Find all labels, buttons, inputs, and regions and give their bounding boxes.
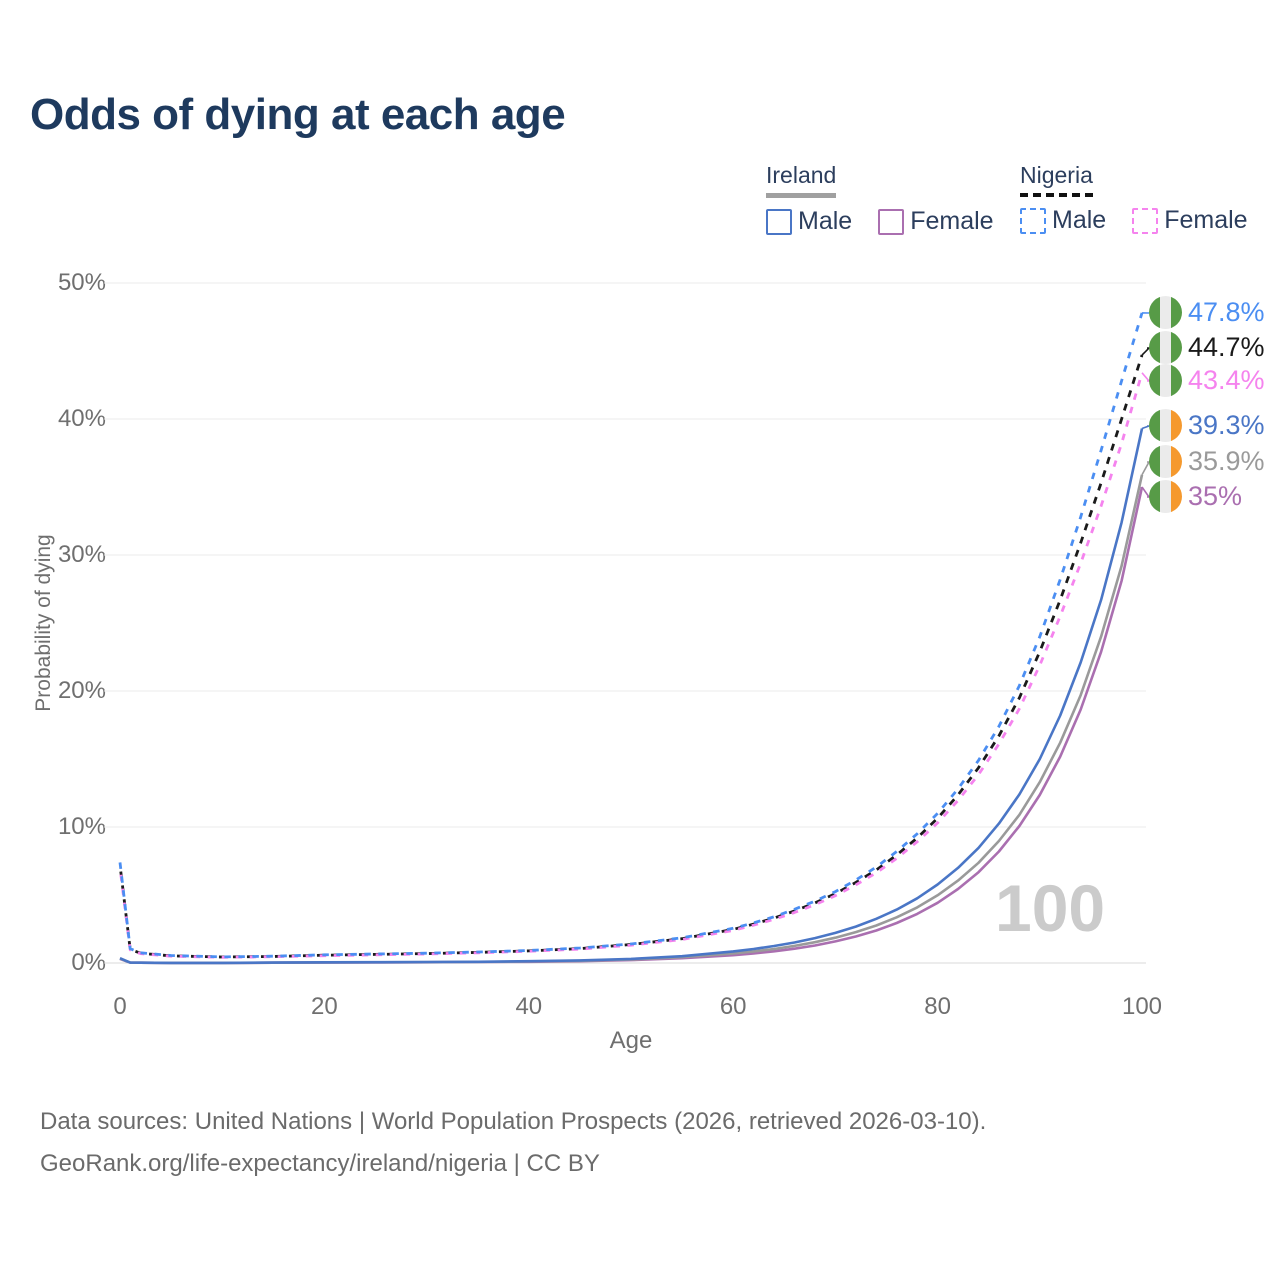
ireland-flag-icon [1149, 480, 1182, 513]
legend-country-ireland: Ireland [766, 162, 837, 198]
x-tick-40: 40 [515, 993, 543, 1020]
end-value: 39.3% [1188, 410, 1265, 440]
legend-items-ireland: Male Female [766, 207, 994, 236]
label-leader-line [1141, 486, 1151, 498]
y-tick-50: 50% [57, 269, 106, 296]
end-value: 47.8% [1188, 297, 1265, 327]
x-tick-100: 100 [1121, 993, 1163, 1020]
legend-group-nigeria: Nigeria Male Female [1020, 162, 1248, 235]
series-line-ireland-female [119, 486, 1144, 965]
legend-item-nigeria-male[interactable]: Male [1020, 206, 1106, 235]
end-label-nigeria-male: 47.8% [1149, 296, 1265, 329]
ireland-flag-icon [1149, 445, 1182, 478]
end-value: 44.7% [1188, 332, 1265, 362]
legend-label: Female [1164, 206, 1248, 234]
y-tick-0: 0% [71, 949, 106, 976]
data-sources-note: Data sources: United Nations | World Pop… [40, 1108, 987, 1135]
y-tick-20: 20% [57, 677, 106, 704]
page-title: Odds of dying at each age [30, 90, 566, 139]
legend-label: Male [798, 207, 853, 235]
x-axis-title: Age [609, 1027, 653, 1054]
legend-items-nigeria: Male Female [1020, 206, 1248, 235]
legend-country-nigeria: Nigeria [1020, 162, 1093, 197]
legend-group-ireland: Ireland Male Female [766, 162, 994, 236]
end-value: 35.9% [1188, 446, 1265, 476]
x-tick-20: 20 [311, 993, 338, 1020]
end-label-ireland-both-sexes: 35.9% [1149, 445, 1265, 478]
legend-label: Female [910, 207, 994, 235]
end-value: 35% [1188, 481, 1243, 511]
attribution-note: GeoRank.org/life-expectancy/ireland/nige… [40, 1150, 600, 1177]
series-line-ireland-male [119, 428, 1144, 965]
legend-label: Male [1052, 206, 1107, 234]
nigeria-flag-icon [1149, 364, 1182, 397]
series-line-ireland-both-sexes [119, 474, 1144, 965]
ireland-female-swatch-icon[interactable] [878, 208, 905, 235]
ireland-flag-icon [1149, 409, 1182, 442]
x-tick-60: 60 [719, 993, 747, 1020]
nigeria-flag-icon [1149, 296, 1182, 329]
y-tick-10: 10% [57, 813, 106, 840]
series-line-nigeria-both-sexes [118, 354, 1144, 959]
end-label-nigeria-female: 43.4% [1149, 364, 1265, 397]
y-tick-40: 40% [57, 405, 106, 432]
end-label-nigeria-both-sexes: 44.7% [1149, 331, 1265, 364]
ireland-male-swatch-icon[interactable] [766, 208, 792, 235]
y-tick-30: 30% [57, 541, 106, 568]
x-tick-80: 80 [924, 993, 951, 1020]
legend-item-ireland-male[interactable]: Male [766, 207, 852, 236]
end-label-ireland-female: 35% [1149, 480, 1242, 513]
series-line-nigeria-female [118, 372, 1144, 959]
x-tick-0: 0 [113, 993, 127, 1020]
series-line-nigeria-male [118, 312, 1144, 959]
nigeria-male-swatch-icon[interactable] [1020, 207, 1046, 234]
label-leader-line [1141, 461, 1151, 476]
label-leader-line [1141, 347, 1151, 356]
age-hover-indicator: 100 [995, 871, 1106, 945]
legend-item-ireland-female[interactable]: Female [878, 207, 994, 236]
nigeria-female-swatch-icon[interactable] [1132, 207, 1159, 234]
nigeria-flag-icon [1149, 331, 1182, 364]
label-leader-line [1141, 372, 1151, 382]
end-value: 43.4% [1188, 365, 1265, 395]
end-label-ireland-male: 39.3% [1149, 409, 1265, 442]
legend-item-nigeria-female[interactable]: Female [1132, 206, 1248, 235]
label-leader-line [1141, 425, 1150, 430]
